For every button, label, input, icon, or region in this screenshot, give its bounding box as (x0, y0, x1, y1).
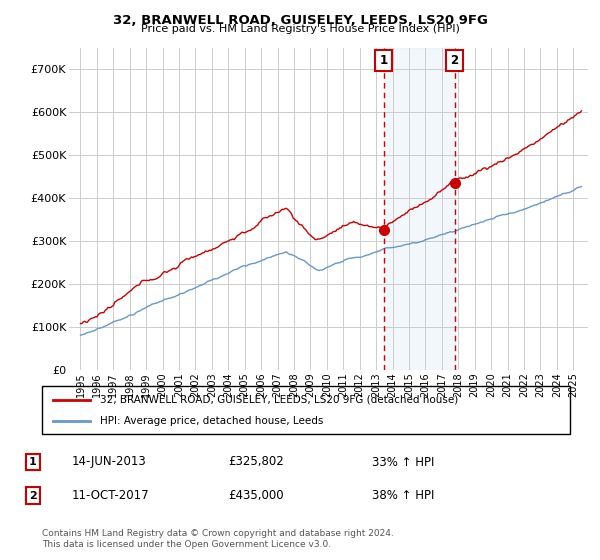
Text: 38% ↑ HPI: 38% ↑ HPI (372, 489, 434, 502)
Text: £435,000: £435,000 (228, 489, 284, 502)
Text: HPI: Average price, detached house, Leeds: HPI: Average price, detached house, Leed… (100, 416, 323, 426)
Text: 32, BRANWELL ROAD, GUISELEY, LEEDS, LS20 9FG: 32, BRANWELL ROAD, GUISELEY, LEEDS, LS20… (113, 14, 487, 27)
Text: 2: 2 (451, 54, 458, 67)
Text: 2: 2 (29, 491, 37, 501)
Text: Price paid vs. HM Land Registry's House Price Index (HPI): Price paid vs. HM Land Registry's House … (140, 24, 460, 34)
Text: 32, BRANWELL ROAD, GUISELEY, LEEDS, LS20 9FG (detached house): 32, BRANWELL ROAD, GUISELEY, LEEDS, LS20… (100, 395, 458, 405)
Text: Contains HM Land Registry data © Crown copyright and database right 2024.
This d: Contains HM Land Registry data © Crown c… (42, 529, 394, 549)
Text: £325,802: £325,802 (228, 455, 284, 469)
Text: 33% ↑ HPI: 33% ↑ HPI (372, 455, 434, 469)
Text: 11-OCT-2017: 11-OCT-2017 (72, 489, 149, 502)
Text: 1: 1 (29, 457, 37, 467)
Text: 1: 1 (379, 54, 388, 67)
Bar (383, 48, 455, 370)
Text: 14-JUN-2013: 14-JUN-2013 (72, 455, 147, 469)
